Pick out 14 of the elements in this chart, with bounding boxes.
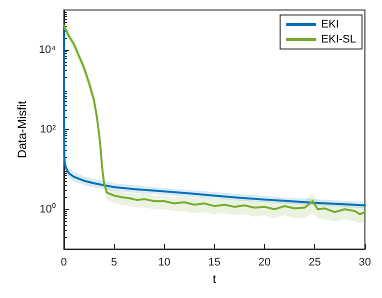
x-axis-title: t	[212, 272, 217, 286]
y-tick-label: 10²	[40, 124, 56, 136]
x-tick-label: 30	[358, 256, 372, 269]
x-tick-label: 0	[60, 256, 67, 269]
y-axis-title: Data-Misfit	[15, 100, 29, 158]
y-tick-label: 10⁴	[38, 44, 56, 56]
legend-label: EKI-SL	[321, 34, 356, 46]
x-tick-label: 15	[208, 256, 220, 269]
y-tick-label: 10⁰	[40, 202, 56, 216]
x-tick-label: 25	[308, 256, 321, 269]
x-tick-label: 20	[258, 256, 271, 269]
x-tick-label: 10	[158, 256, 170, 269]
legend-label: EKI	[321, 18, 339, 30]
x-tick-label: 5	[110, 256, 118, 269]
